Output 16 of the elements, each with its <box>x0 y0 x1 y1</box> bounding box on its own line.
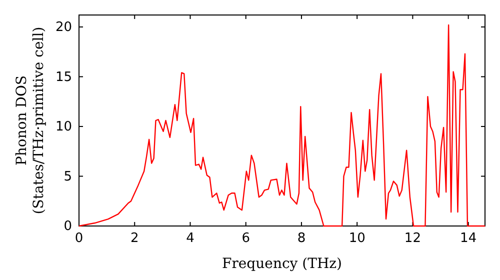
y-axis-title: Phonon DOS (States/THz·primitive cell) <box>14 26 47 214</box>
x-tick-label: 2 <box>130 231 139 246</box>
y-tick-label: 20 <box>55 20 72 36</box>
y-tick-label: 5 <box>64 169 72 184</box>
x-tick-label: 8 <box>297 231 306 246</box>
y-tick-label: 15 <box>55 70 72 85</box>
x-tick-label: 12 <box>404 231 421 246</box>
line-series <box>78 24 486 227</box>
x-tick-label: 14 <box>460 231 477 246</box>
y-tick-label: 10 <box>55 120 72 135</box>
x-tick-label: 4 <box>186 231 194 246</box>
x-tick-label: 6 <box>242 231 250 246</box>
y-tick-label: 0 <box>64 219 72 234</box>
x-axis-title: Frequency (THz) <box>222 256 342 272</box>
x-tick-label: 10 <box>348 231 366 246</box>
x-tick-label: 0 <box>74 231 84 246</box>
